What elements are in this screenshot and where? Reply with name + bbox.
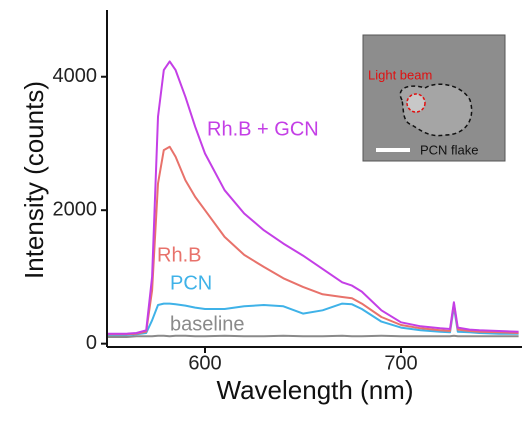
series-label: PCN (170, 272, 212, 294)
inset: Light beam PCN flake (362, 34, 506, 162)
x-tick-label: 600 (188, 352, 221, 374)
beam-spot (406, 93, 426, 113)
y-tick-label: 4000 (53, 65, 98, 87)
series-line (107, 60, 519, 335)
series-label: Rh.B (157, 244, 201, 266)
series-label: Rh.B + GCN (207, 118, 319, 140)
scale-bar (376, 148, 410, 152)
y-tick-label: 0 (86, 332, 97, 354)
series-line (107, 334, 519, 338)
series-line (107, 145, 519, 336)
x-tick-label: 700 (384, 352, 417, 374)
inset-image (362, 34, 506, 162)
inset-label: PCN flake (420, 142, 479, 157)
plot-area (107, 60, 519, 338)
y-axis-title: Intensity (counts) (19, 81, 49, 279)
inset-label: Light beam (368, 67, 432, 82)
series-label: baseline (170, 313, 245, 335)
x-axis-title: Wavelength (nm) (217, 375, 414, 405)
y-tick-label: 2000 (53, 198, 98, 220)
